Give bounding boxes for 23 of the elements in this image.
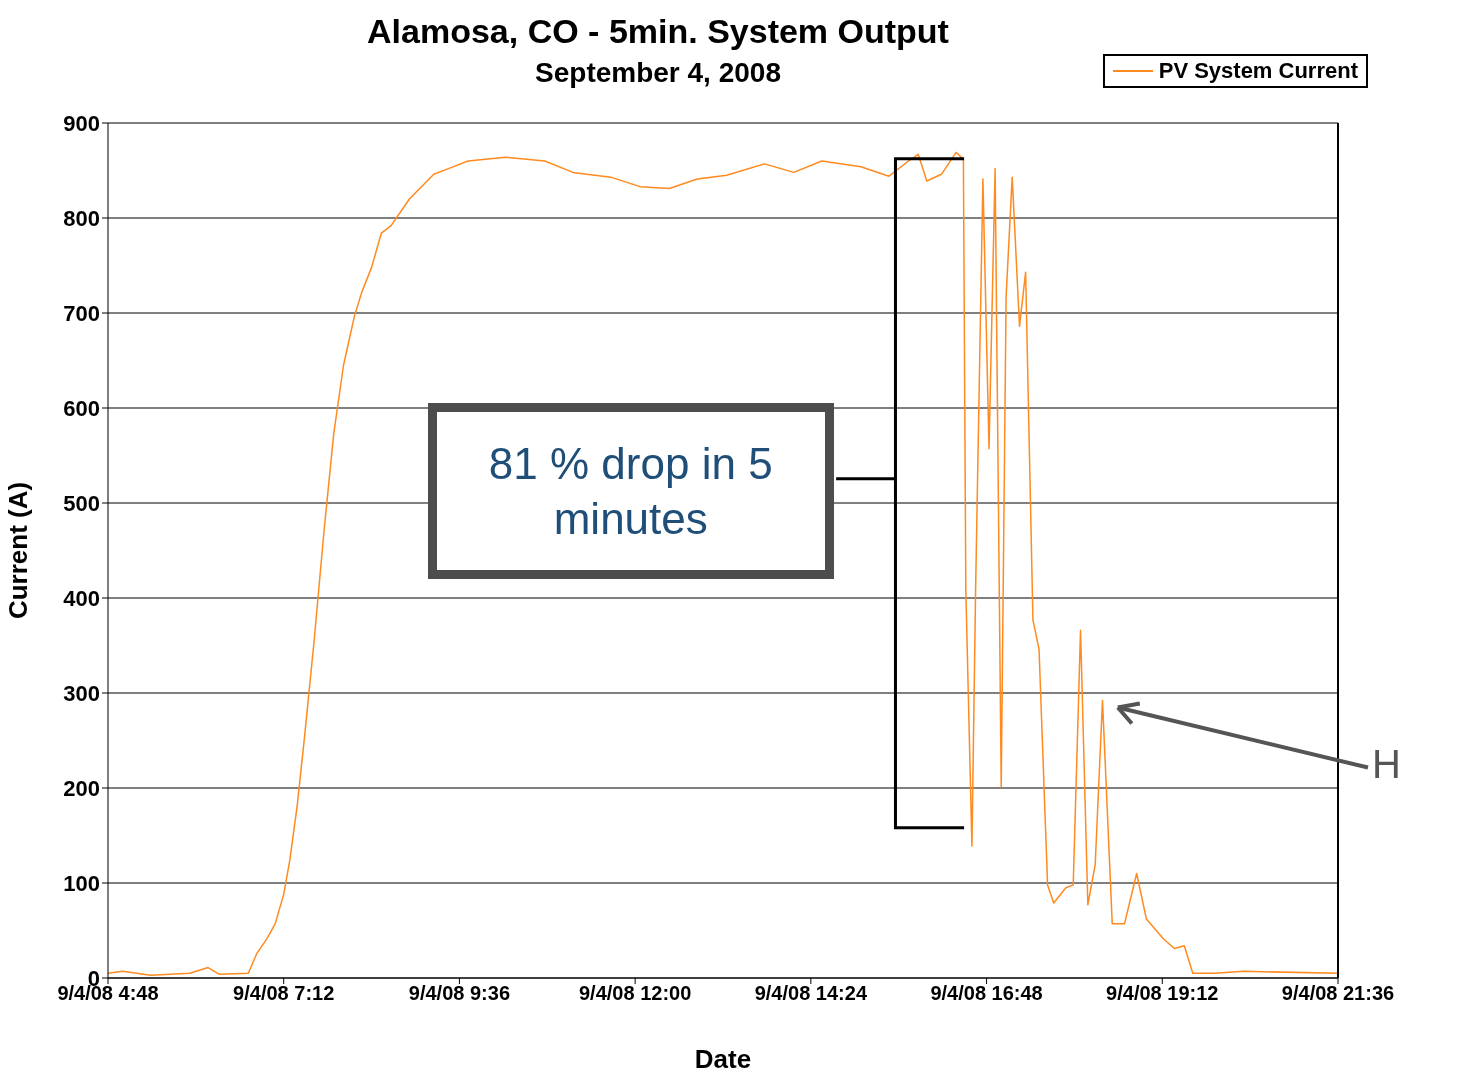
y-tick-label: 100 [63,870,100,896]
y-tick-label: 400 [63,585,100,611]
annotation: 81 % drop in 5 minutes [427,403,834,579]
chart-subtitle: September 4, 2008 [535,57,781,88]
x-tick-label: 9/4/08 7:12 [233,982,335,1005]
x-tick-label: 9/4/08 21:36 [1281,982,1395,1005]
y-tick-label: 700 [63,300,100,326]
y-tick-label: 300 [63,680,100,706]
x-axis-title: Date [694,1044,752,1074]
x-tick-label: 9/4/08 14:24 [754,982,868,1005]
x-tick-label: 9/4/08 12:00 [578,982,692,1005]
y-tick-label: 200 [63,775,100,801]
x-tick-label: 9/4/08 19:12 [1106,982,1219,1005]
y-tick-label: 800 [63,205,100,231]
y-axis-title: Current (A) [3,481,34,620]
legend-label: PV System Current [1158,58,1358,84]
y-tick-label: 900 [63,110,100,136]
x-tick-label: 9/4/08 9:36 [408,982,511,1005]
x-tick-label: 9/4/08 16:48 [930,982,1043,1005]
chart-title: Alamosa, CO - 5min. System Output [366,12,950,51]
y-tick-label: 500 [63,490,100,516]
text: H [1372,741,1401,787]
y-tick-label: 600 [63,395,100,421]
